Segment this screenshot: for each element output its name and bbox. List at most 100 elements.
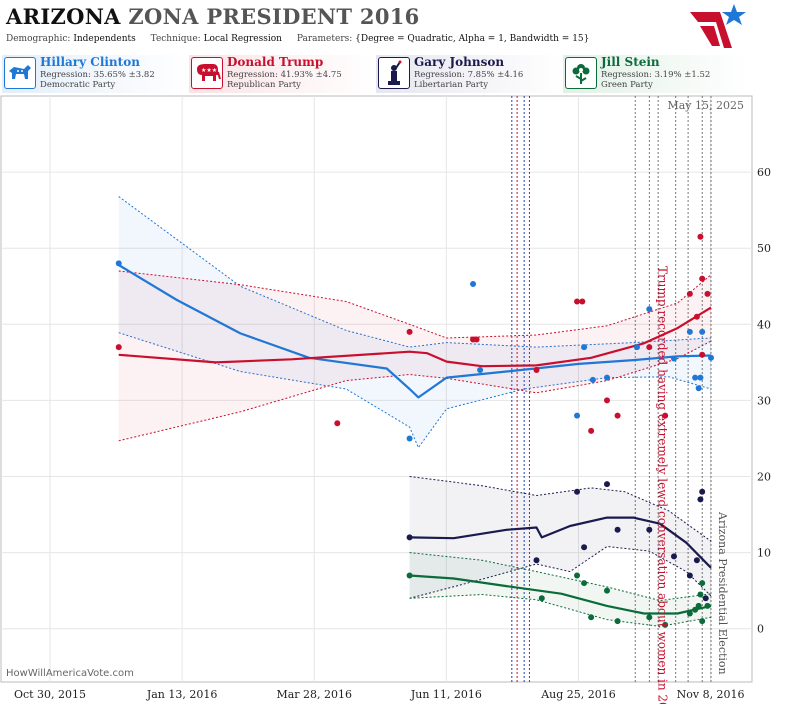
poll-point — [686, 572, 693, 579]
poll-point — [604, 374, 611, 381]
poll-point — [692, 606, 699, 613]
band-upper-line — [409, 552, 712, 602]
band-upper-line — [409, 476, 712, 542]
poll-point — [406, 534, 413, 541]
technique-label: Technique: — [150, 34, 201, 44]
poll-point — [477, 366, 484, 373]
poll-point — [699, 351, 706, 358]
band-upper-line — [118, 270, 712, 339]
x-tick-label: Jan 13, 2016 — [146, 688, 218, 701]
poll-point — [533, 366, 540, 373]
poll-point — [581, 344, 588, 351]
event-annotation: Trump recorded having extremely lewd con… — [656, 266, 670, 704]
poll-point — [614, 618, 621, 625]
candidate-name: Donald Trump — [227, 55, 324, 69]
poll-point — [686, 610, 693, 617]
poll-point — [579, 298, 586, 305]
y-tick-label: 10 — [757, 547, 771, 560]
demographic-label: Demographic: — [6, 34, 71, 44]
candidate-regression: Regression: 35.65% ±3.82 — [40, 70, 155, 80]
y-tick-label: 0 — [757, 623, 764, 636]
plot-area — [0, 95, 753, 683]
poll-point — [646, 344, 653, 351]
candidate-card-clinton: Hillary Clinton Regression: 35.65% ±3.82… — [2, 55, 188, 93]
band-lower-line — [118, 332, 712, 449]
poll-point — [693, 557, 700, 564]
poll-point — [473, 336, 480, 343]
poll-point — [589, 376, 596, 383]
poll-point — [115, 344, 122, 351]
y-tick-label: 30 — [757, 394, 771, 407]
poll-point — [662, 621, 669, 628]
poll-point — [699, 328, 706, 335]
candidate-regression: Regression: 41.93% ±4.75 — [227, 70, 342, 80]
poll-point — [692, 374, 699, 381]
poll-point — [115, 260, 122, 267]
candidate-regression: Regression: 3.19% ±1.52 — [601, 70, 711, 80]
poll-point — [574, 572, 581, 579]
poll-point — [697, 591, 704, 598]
y-tick-label: 40 — [757, 318, 771, 331]
poll-point — [697, 374, 704, 381]
demographic-value: Independents — [73, 34, 136, 44]
poll-point — [699, 580, 706, 587]
chart-parameters: Demographic: Independents Technique: Loc… — [6, 34, 601, 44]
donkey-icon — [4, 57, 36, 89]
candidate-party: Libertarian Party — [414, 80, 489, 90]
candidate-card-johnson: Gary Johnson Regression: 7.85% ±4.16 Lib… — [376, 55, 562, 93]
date-label: May 15, 2025 — [667, 99, 744, 112]
poll-point — [581, 580, 588, 587]
title-state: ARIZONA — [6, 4, 121, 29]
parameters-value: {Degree = Quadratic, Alpha = 1, Bandwidt… — [355, 34, 590, 44]
x-tick-label: Jun 11, 2016 — [410, 688, 482, 701]
candidate-card-trump: ★★★ Donald Trump Regression: 41.93% ±4.7… — [189, 55, 375, 93]
flower-icon — [565, 57, 597, 89]
candidate-card-stein: Jill Stein Regression: 3.19% ±1.52 Green… — [563, 55, 749, 93]
poll-point — [708, 354, 714, 361]
candidate-party: Democratic Party — [40, 80, 116, 90]
poll-point — [574, 488, 581, 495]
x-tick-label: Oct 30, 2015 — [14, 688, 86, 701]
poll-point — [646, 526, 653, 533]
poll-point — [699, 275, 706, 282]
event-annotation: Arizona Presidential Election — [716, 511, 729, 675]
title-rest: ZONA PRESIDENT 2016 — [128, 4, 420, 29]
x-tick-label: Aug 25, 2016 — [540, 688, 616, 701]
poll-point — [702, 595, 709, 602]
band-lower-line — [409, 545, 712, 599]
elephant-icon: ★★★ — [191, 57, 223, 89]
parameters-label: Parameters: — [296, 34, 353, 44]
poll-point — [697, 233, 704, 240]
poll-point — [646, 614, 653, 621]
poll-point — [704, 290, 711, 297]
poll-point — [693, 313, 700, 320]
site-credit: HowWillAmericaVote.com — [6, 668, 134, 679]
candidate-name: Hillary Clinton — [40, 55, 140, 69]
poll-point — [588, 427, 595, 434]
poll-point — [588, 614, 595, 621]
poll-point — [574, 412, 581, 419]
technique-value: Local Regression — [203, 34, 282, 44]
poll-point — [614, 412, 621, 419]
candidate-name: Jill Stein — [601, 55, 660, 69]
poll-point — [604, 481, 611, 488]
y-tick-label: 60 — [757, 166, 771, 179]
svg-text:★★★: ★★★ — [201, 67, 217, 74]
confidence-band — [118, 196, 711, 448]
poll-point — [646, 306, 653, 313]
x-tick-label: Mar 28, 2016 — [276, 688, 352, 701]
poll-point — [695, 602, 702, 609]
poll-point — [699, 618, 706, 625]
trend-line — [118, 264, 712, 399]
poll-point — [697, 496, 704, 503]
trend-line — [409, 574, 712, 615]
poll-point — [538, 595, 545, 602]
trend-line — [409, 516, 712, 569]
poll-point — [695, 385, 702, 392]
poll-point — [604, 587, 611, 594]
poll-point — [633, 344, 640, 351]
poll-point — [406, 328, 413, 335]
poll-point — [614, 526, 621, 533]
poll-point — [686, 290, 693, 297]
